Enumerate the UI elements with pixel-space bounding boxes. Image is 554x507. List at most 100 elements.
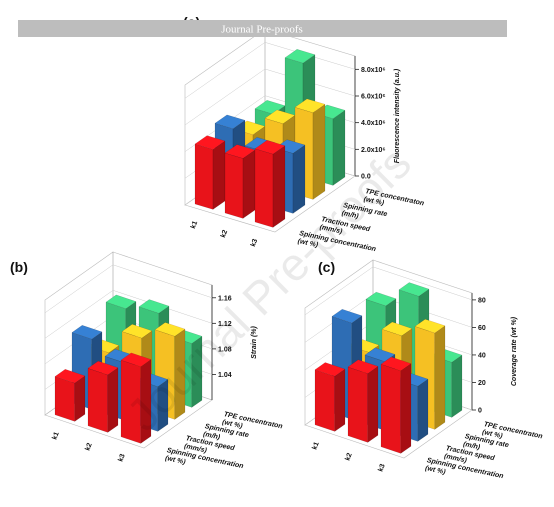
bar-front: [54, 376, 76, 422]
factor-unit: (mm/s): [319, 224, 344, 236]
y-axis-label: Strain (%): [251, 325, 258, 358]
y-tick-label: 2.0x10⁶: [361, 147, 386, 154]
banner-bar: [18, 20, 507, 37]
bar-top: [294, 98, 326, 113]
bar-top: [380, 356, 412, 372]
y-tick-label: 40: [478, 352, 486, 359]
x-tick-label: k1: [51, 431, 60, 441]
factor-unit: (m/h): [341, 210, 360, 221]
y-tick-label: 1.12: [218, 321, 232, 328]
bar-top: [347, 359, 379, 374]
factor-unit: (wt %): [221, 419, 243, 430]
y-tick-label: 20: [478, 380, 486, 387]
x-tick-label: k1: [190, 220, 199, 230]
bar-side: [107, 367, 119, 433]
bar-front: [254, 148, 274, 228]
x-tick-label: k3: [250, 238, 259, 248]
bar-side: [312, 103, 326, 200]
y-tick-label: 1.04: [218, 372, 232, 379]
bar-side: [242, 149, 256, 219]
bar: [194, 135, 226, 210]
bar-top: [365, 291, 397, 307]
bar-side: [74, 375, 86, 422]
bar-side: [334, 368, 346, 432]
bar-top: [120, 352, 152, 367]
y-tick-label: 1.16: [218, 295, 232, 302]
bar: [254, 140, 286, 228]
y-axis-label: Fluorescence intensity (a.u.): [394, 68, 401, 163]
y-tick-label: 0: [478, 408, 482, 415]
bar-top: [364, 347, 396, 362]
y-tick-label: 60: [478, 325, 486, 332]
bar-top: [331, 308, 363, 324]
grid-line: [112, 264, 213, 299]
factor-unit: (wt %): [424, 465, 446, 476]
grid-line: [184, 42, 266, 99]
factor-unit: (m/h): [202, 431, 221, 442]
bar-side: [400, 363, 412, 454]
factor-unit: (mm/s): [443, 453, 468, 465]
x-tick-label: k1: [311, 441, 320, 451]
bar: [87, 360, 119, 433]
bar-front: [314, 369, 335, 432]
factor-unit: (wt %): [297, 238, 319, 249]
grid-line: [44, 264, 114, 313]
bar-side: [451, 354, 463, 418]
bar-top: [381, 321, 413, 337]
y-tick-label: 4.0x10⁶: [361, 120, 386, 127]
factor-unit: (mm/s): [183, 443, 208, 455]
bar-side: [292, 144, 306, 214]
banner-text: Journal Pre-proofs: [221, 24, 303, 36]
bar-top: [121, 324, 153, 339]
bar-top: [71, 325, 103, 340]
bar-front: [380, 363, 401, 454]
bar: [224, 144, 256, 219]
y-tick-label: 0.0: [361, 174, 371, 181]
bar-top: [414, 318, 446, 334]
factor-unit: (wt %): [363, 196, 385, 207]
bar-side: [212, 140, 226, 210]
x-tick-label: k3: [377, 463, 386, 473]
bar: [54, 369, 86, 422]
bar-front: [194, 143, 214, 210]
bar-front: [87, 368, 109, 433]
bar-top: [138, 299, 170, 314]
bar-side: [417, 378, 429, 442]
y-tick-label: 8.0x10⁶: [361, 67, 386, 74]
bar-side: [332, 109, 346, 186]
bar-top: [154, 322, 186, 337]
bar-top: [194, 135, 226, 150]
y-tick-label: 1.08: [218, 346, 232, 353]
bar-side: [367, 366, 379, 443]
x-tick-label: k2: [84, 442, 93, 452]
panel-label: (c): [318, 259, 335, 275]
bar-top: [87, 360, 119, 376]
bar-top: [214, 114, 246, 129]
bar-top: [105, 294, 137, 309]
bar-top: [398, 282, 430, 297]
bar-front: [347, 366, 368, 443]
grid-line: [44, 290, 114, 339]
bar: [380, 356, 412, 454]
factor-unit: (wt %): [164, 455, 186, 466]
bar-top: [284, 49, 316, 64]
bar: [314, 362, 346, 432]
x-tick-label: k2: [344, 452, 353, 462]
x-tick-label: k2: [220, 229, 229, 239]
bar: [120, 352, 152, 444]
grid-line: [304, 266, 374, 316]
bar-top: [314, 362, 346, 377]
bar-front: [224, 152, 244, 219]
bar-top: [54, 369, 86, 384]
x-tick-label: k3: [117, 453, 126, 463]
y-axis-label: Coverage rate (wt %): [511, 316, 518, 386]
bar: [347, 359, 379, 443]
panel-label: (b): [10, 259, 28, 275]
bar-side: [434, 325, 446, 430]
y-tick-label: 80: [478, 297, 486, 304]
factor-unit: (wt %): [481, 429, 503, 440]
grid-line: [372, 266, 473, 301]
factor-unit: (m/h): [462, 441, 481, 452]
